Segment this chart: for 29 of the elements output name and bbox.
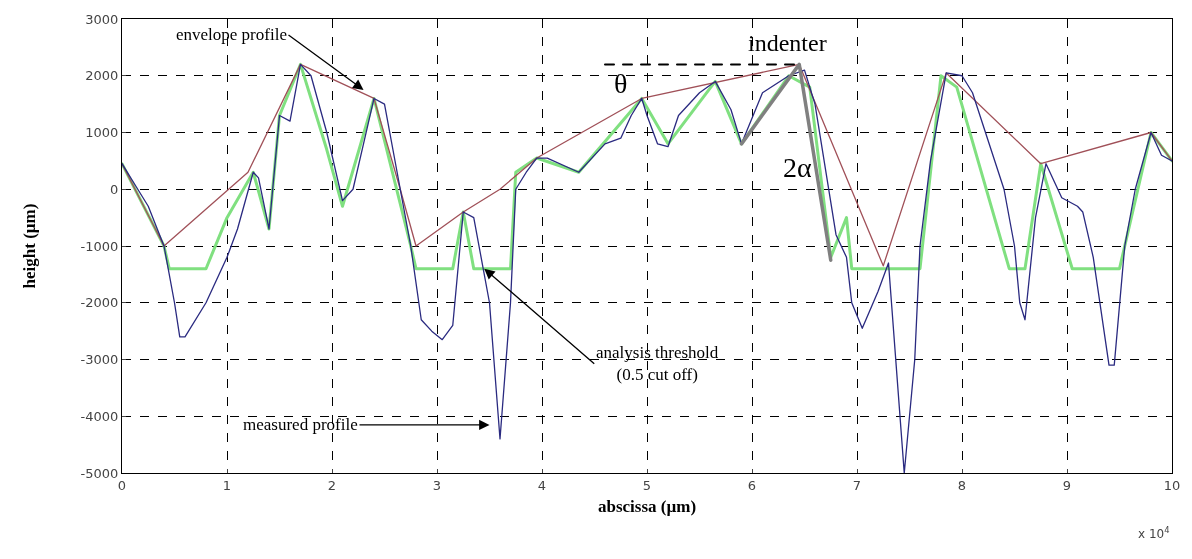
annotation: measured profile <box>243 415 358 434</box>
y-tick-label: 2000 <box>85 68 119 84</box>
x-tick-label: 2 <box>327 477 337 493</box>
x-tick-label: 5 <box>642 477 652 493</box>
line-series <box>122 63 1172 473</box>
annotation: θ <box>614 68 628 99</box>
annotation: analysis threshold (0.5 cut off) <box>596 343 719 385</box>
x-tick-label: 9 <box>1062 477 1072 493</box>
x-tick-label: 6 <box>747 477 757 493</box>
x-tick-label: 3 <box>432 477 442 493</box>
y-tick-label: 0 <box>110 181 119 197</box>
y-tick-label: 3000 <box>85 11 119 27</box>
x-tick-label: 7 <box>852 477 862 493</box>
y-tick-label: -5000 <box>80 465 119 481</box>
y-axis-title: height (µm) <box>20 203 40 289</box>
annotation: envelope profile <box>176 25 287 44</box>
y-tick-label: -4000 <box>80 408 119 424</box>
text: x 10$^{4}$ <box>1138 525 1170 542</box>
x-tick-label: 8 <box>957 477 967 493</box>
y-tick-label: 1000 <box>85 125 119 141</box>
x-tick-label: 10 <box>1163 477 1181 493</box>
y-tick-label: -2000 <box>80 295 119 311</box>
x-axis-title: abscissa (µm) <box>597 497 697 516</box>
y-tick-label: -1000 <box>80 238 119 254</box>
y-tick-label: -3000 <box>80 352 119 368</box>
x-tick-label: 4 <box>537 477 547 493</box>
annotation: 2α <box>783 152 812 183</box>
x-tick-label: 1 <box>222 477 232 493</box>
annotation: indenter <box>748 30 827 56</box>
